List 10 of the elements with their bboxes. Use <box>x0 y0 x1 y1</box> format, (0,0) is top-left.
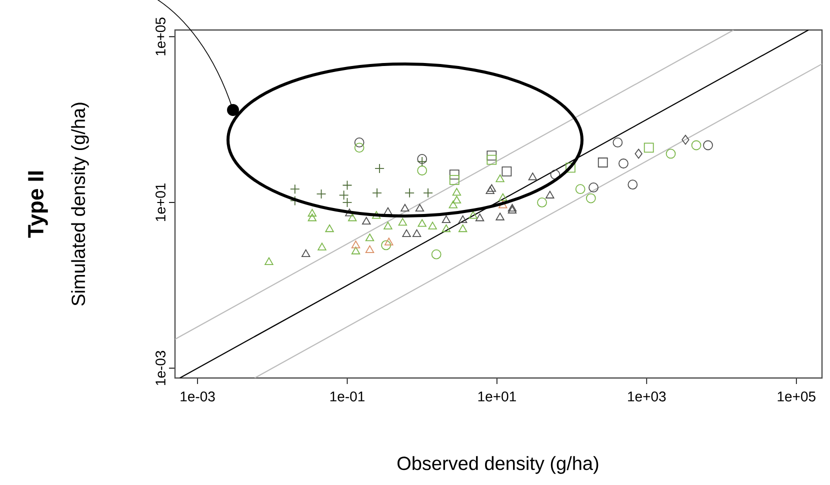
y-tick-label: 1e+05 <box>156 18 166 56</box>
y-axis-title: Simulated density (g/ha) <box>71 102 89 306</box>
x-tick-label: 1e+05 <box>778 392 816 402</box>
text: Type II <box>28 171 48 238</box>
x-tick-label: 1e+01 <box>478 392 516 402</box>
y-tick-label: 1e+01 <box>156 183 166 222</box>
x-tick-label: 1e-01 <box>330 392 364 402</box>
x-tick-label: 1e-03 <box>180 392 215 402</box>
x-tick-label: 1e+03 <box>628 392 666 402</box>
x-axis-title: Observed density (g/ha) <box>398 456 598 474</box>
